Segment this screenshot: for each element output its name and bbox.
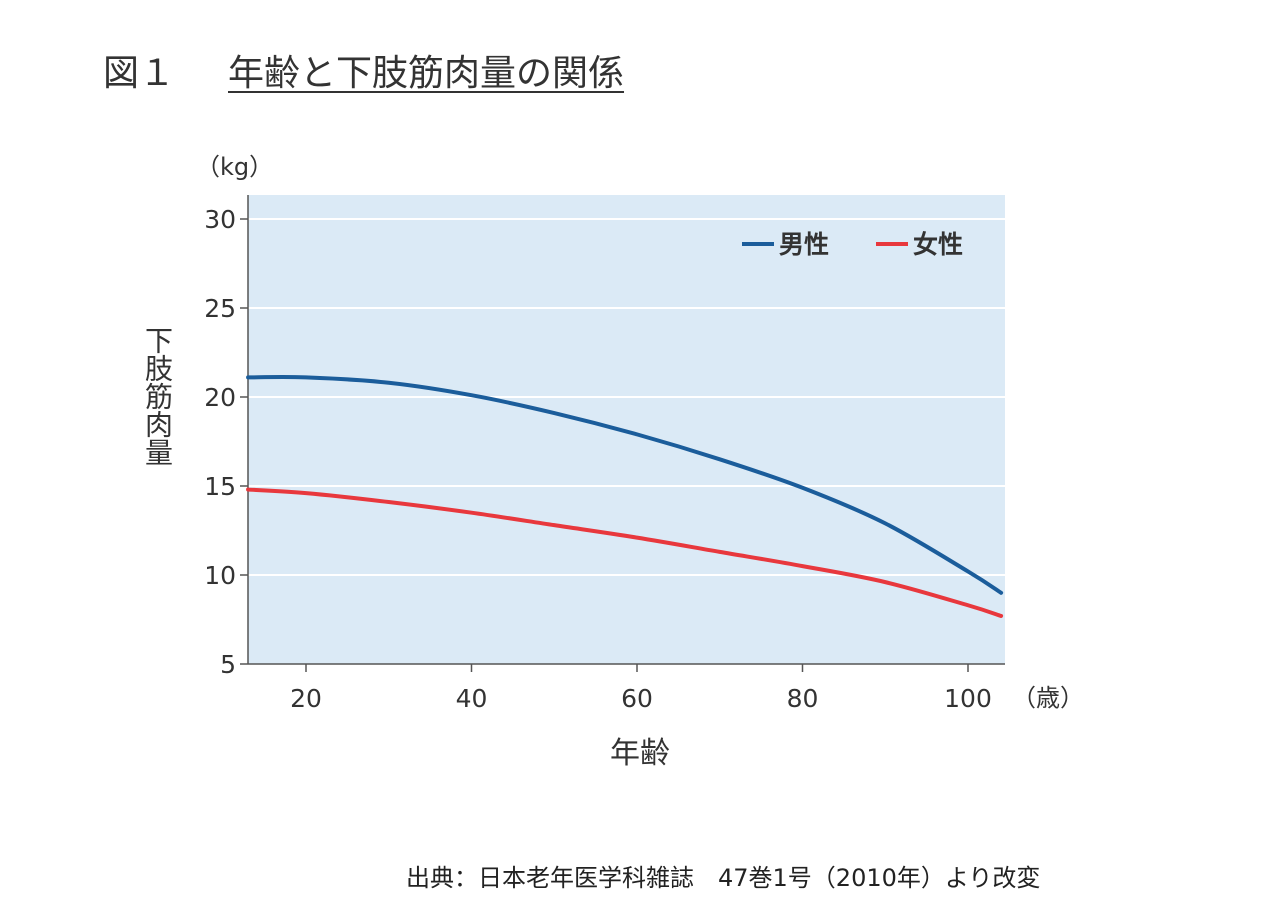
x-axis-label: 年齢 [610, 736, 670, 771]
y-tick-label-10: 10 [204, 561, 236, 590]
y-tick-label-25: 25 [204, 294, 236, 323]
x-tick-label-40: 40 [456, 684, 488, 713]
x-tick-label-80: 80 [787, 684, 819, 713]
series-line-male [246, 375, 1004, 595]
y-axis-label: 下肢筋肉量 [141, 326, 174, 466]
source-citation: 出典：日本老年医学科雑誌 47巻1号（2010年）より改変 [406, 864, 1041, 892]
y-tick-label-15: 15 [204, 472, 236, 501]
y-axis-unit: （kg） [196, 153, 274, 181]
series-line-female [246, 487, 1004, 618]
figure-label: 図１ [103, 53, 176, 94]
y-tick-label-20: 20 [204, 383, 236, 412]
legend-label-female: 女性 [913, 230, 963, 259]
legend-label-male: 男性 [779, 230, 829, 259]
x-axis-unit: （歳） [1012, 684, 1084, 712]
x-tick-label-60: 60 [621, 684, 653, 713]
figure-title: 年齢と下肢筋肉量の関係 [228, 53, 625, 94]
y-tick-label-5: 5 [220, 650, 236, 679]
x-tick-label-100: 100 [944, 684, 992, 713]
x-tick-label-20: 20 [290, 684, 322, 713]
y-tick-label-30: 30 [204, 205, 236, 234]
